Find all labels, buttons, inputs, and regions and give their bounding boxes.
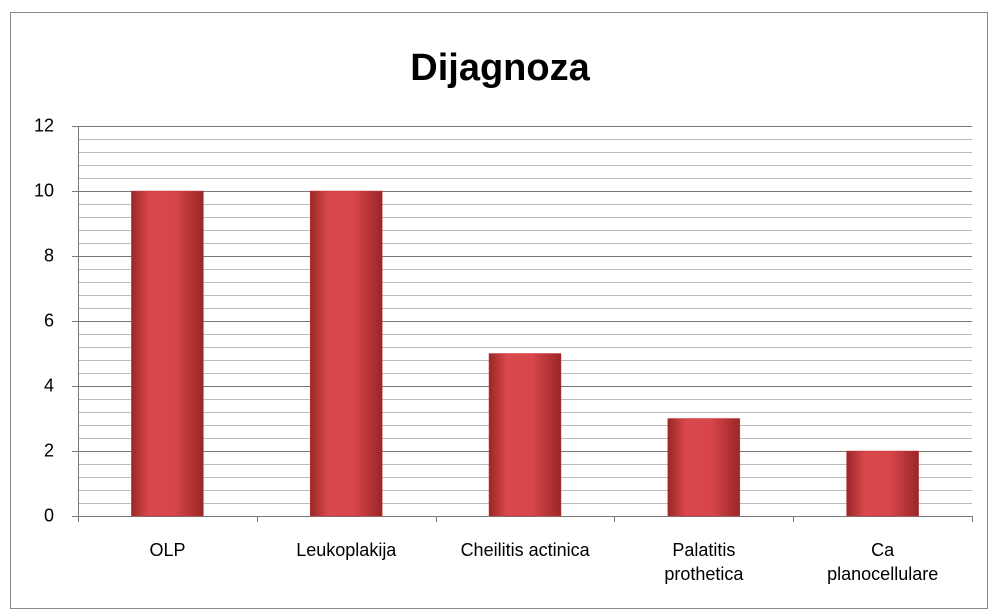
y-tick-label: 6 [44, 310, 54, 330]
x-tick-label: Cheilitis actinica [460, 540, 590, 560]
chart-title: Dijagnoza [410, 47, 590, 89]
bar [309, 190, 383, 517]
y-tick-label: 8 [44, 245, 54, 265]
y-tick-label: 10 [34, 180, 54, 200]
y-tick-label: 4 [44, 375, 54, 395]
bar [846, 450, 919, 517]
bar [488, 353, 562, 517]
bar [131, 190, 204, 517]
x-tick-label: Leukoplakija [296, 540, 397, 560]
x-tick-label: Palatitis prothetica [664, 540, 744, 584]
y-tick-label: 2 [44, 440, 54, 460]
y-tick-label: 12 [34, 115, 54, 135]
x-tick-label: OLP [149, 540, 186, 560]
bar [667, 418, 741, 517]
y-tick-label: 0 [44, 505, 54, 525]
x-tick-label: Ca planocellulare [827, 540, 939, 584]
